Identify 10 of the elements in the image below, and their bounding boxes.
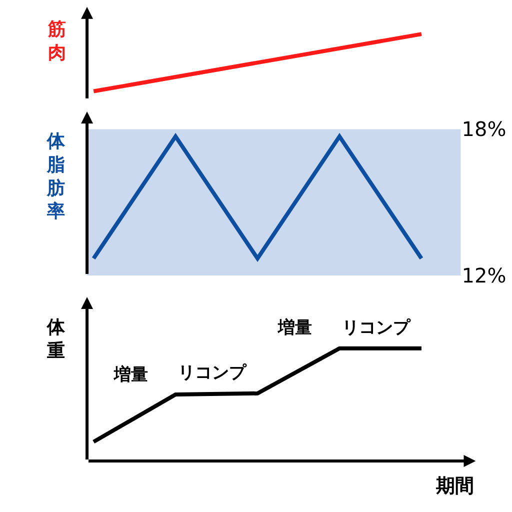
text: リコンプ <box>342 318 411 338</box>
y-axis-title: 体重 <box>46 317 66 362</box>
y-tick-label: 12% <box>462 264 506 288</box>
x-axis-title: 期間 <box>435 475 474 497</box>
y-axis-title: 筋肉 <box>47 19 66 64</box>
y-axis-title: 体脂肪率 <box>46 131 66 222</box>
annotation: リコンプ <box>178 363 247 383</box>
y-tick-label: 18% <box>462 117 506 142</box>
text: 増量 <box>277 317 312 338</box>
annotation: 増量 <box>113 364 148 385</box>
